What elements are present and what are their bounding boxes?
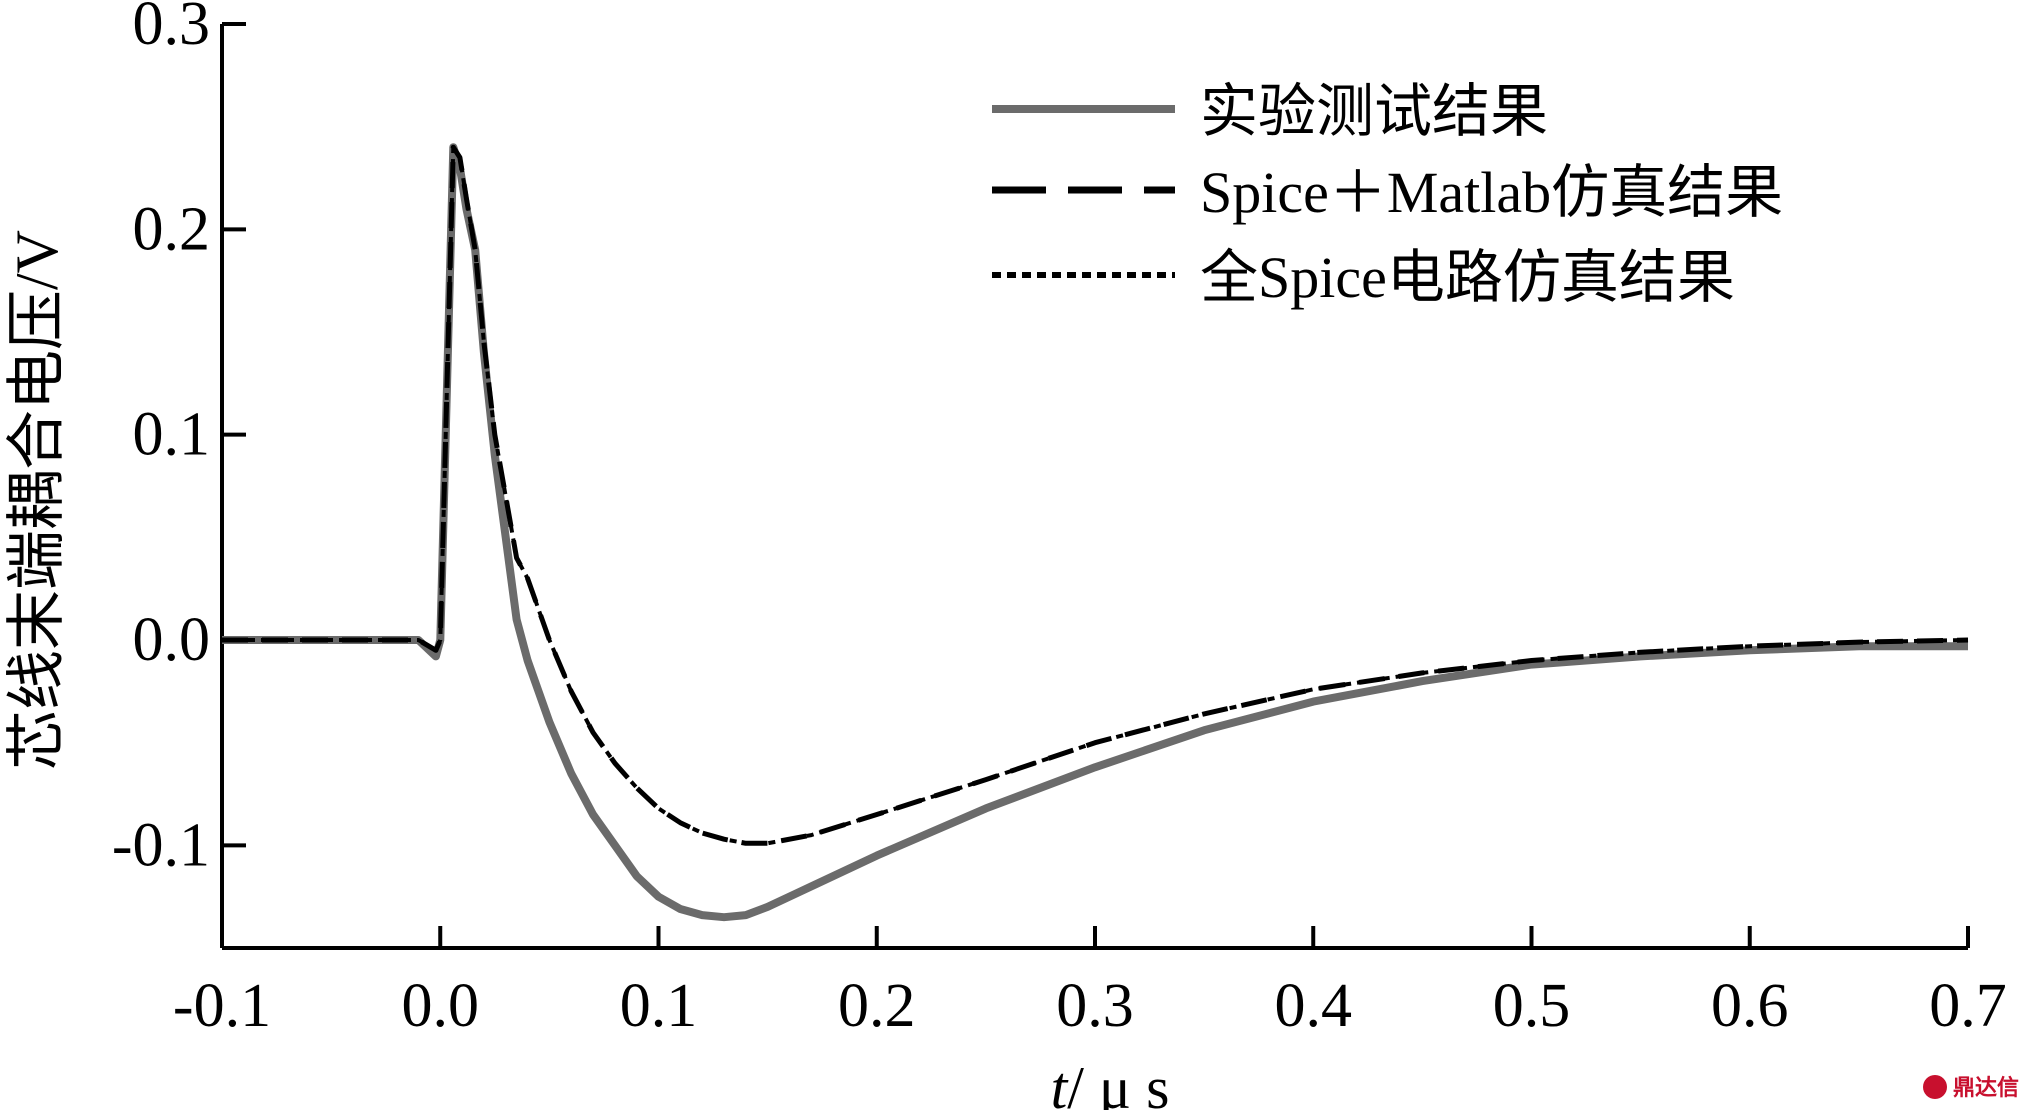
x-tick-label: 0.5 [1493, 972, 1571, 1040]
x-axis-ticks: -0.1 0.0 0.1 0.2 0.3 0.4 0.5 0.6 0.7 [173, 926, 2007, 1040]
series-line-3 [222, 145, 1969, 846]
x-tick-label: -0.1 [173, 972, 271, 1040]
watermark-icon [1923, 1075, 1947, 1099]
y-tick-label: 0.0 [133, 606, 211, 674]
x-tick-label: 0.3 [1056, 972, 1134, 1040]
x-tick-label: 0.6 [1711, 972, 1789, 1040]
x-axis-title-unit: / μ s [1067, 1055, 1169, 1110]
x-tick-label: 0.0 [402, 972, 480, 1040]
legend-label-2: Spice＋Matlab仿真结果 [1200, 160, 1783, 225]
legend-label-1: 实验测试结果 [1200, 79, 1548, 144]
x-tick-label: 0.7 [1929, 972, 2007, 1040]
y-tick-label: 0.1 [133, 401, 211, 469]
x-tick-label: 0.2 [838, 972, 916, 1040]
x-tick-label: 0.1 [620, 972, 698, 1040]
series-layer [222, 143, 1969, 922]
x-tick-label: 0.4 [1275, 972, 1353, 1040]
x-axis-title: t/ μ s [1051, 1055, 1170, 1110]
watermark-text: 鼎达信 [1953, 1075, 2019, 1101]
y-tick-label: 0.3 [133, 0, 211, 58]
y-axis-title: 芯线末端耦合电压/V [4, 230, 70, 770]
y-tick-label: -0.1 [112, 811, 210, 879]
y-axis-ticks: 0.3 0.2 0.1 0.0 -0.1 [112, 0, 246, 879]
x-axis-title-variable: t [1051, 1055, 1069, 1110]
legend-label-3: 全Spice电路仿真结果 [1200, 245, 1735, 310]
watermark-logo: 鼎达信 [1923, 1075, 2019, 1101]
y-tick-label: 0.2 [133, 195, 211, 263]
